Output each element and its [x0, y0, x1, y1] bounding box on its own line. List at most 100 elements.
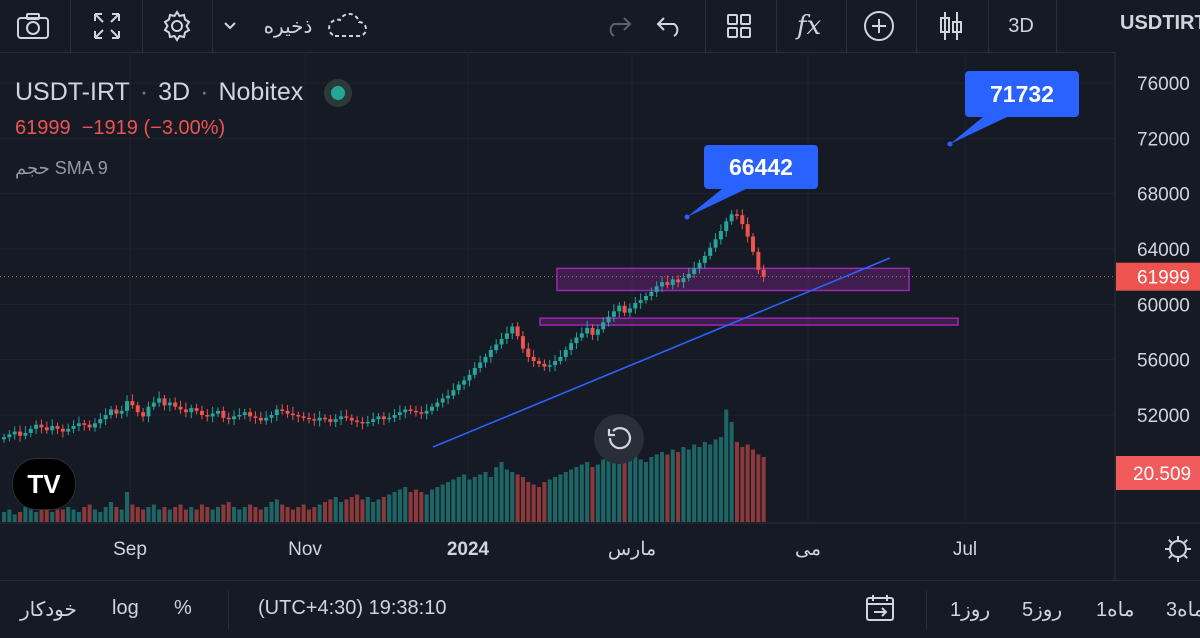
- legend-indicator[interactable]: SMA 9: [54, 158, 108, 178]
- volume-bar: [98, 512, 103, 522]
- candle: [702, 255, 707, 263]
- volume-bar: [574, 467, 579, 522]
- price-tick-label: 64000: [1137, 240, 1190, 261]
- indicators-button[interactable]: fx: [796, 11, 822, 41]
- volume-bar: [531, 484, 536, 522]
- candle: [301, 416, 306, 418]
- range-3m-button[interactable]: 3ماه: [1166, 599, 1200, 621]
- layout-grid-icon[interactable]: [716, 0, 762, 52]
- auto-scale-button[interactable]: خودکار: [20, 599, 77, 621]
- volume-bar: [34, 512, 39, 522]
- volume-bar: [761, 457, 766, 522]
- fullscreen-icon[interactable]: [84, 0, 130, 52]
- legend-volume-label[interactable]: حجم: [15, 158, 50, 178]
- candle: [419, 412, 424, 414]
- volume-bar: [274, 499, 279, 522]
- candle: [285, 410, 290, 414]
- candle: [130, 401, 135, 406]
- undo-icon[interactable]: [646, 0, 692, 52]
- current-price-label: 61999: [1137, 268, 1190, 289]
- target-annotation-pointer: [950, 117, 1007, 144]
- candle: [403, 409, 408, 413]
- volume-bar: [258, 509, 263, 522]
- volume-bar: [12, 514, 17, 522]
- symbol-button[interactable]: USDTIRT: [1120, 12, 1200, 34]
- candle: [173, 402, 178, 407]
- candle: [718, 231, 723, 240]
- volume-bar: [355, 494, 360, 522]
- candle: [103, 415, 108, 420]
- range-1d-button[interactable]: 1روز: [950, 599, 991, 621]
- volume-bar: [601, 459, 606, 522]
- volume-bar: [713, 439, 718, 522]
- volume-bar: [130, 504, 135, 522]
- volume-bar: [488, 477, 493, 522]
- time-tick-label: Jul: [953, 539, 977, 560]
- candle: [601, 322, 606, 330]
- candle: [408, 409, 413, 411]
- timezone-clock[interactable]: (UTC+4:30) 19:38:10: [258, 597, 447, 619]
- volume-bar: [328, 499, 333, 522]
- reset-chart-icon[interactable]: [594, 414, 644, 464]
- cloud-icon[interactable]: [322, 0, 372, 52]
- volume-bar: [365, 497, 370, 522]
- add-icon[interactable]: [856, 0, 902, 52]
- price-chart[interactable]: 76000 72000 68000 64000 60000 56000 52000 61999…: [0, 52, 1200, 580]
- candle: [558, 356, 563, 362]
- candle: [413, 410, 418, 413]
- timeframe-button[interactable]: 3D: [1008, 14, 1034, 37]
- candle: [28, 428, 33, 433]
- volume-bar: [151, 504, 156, 522]
- candle: [210, 413, 215, 417]
- redo-icon[interactable]: [596, 0, 642, 52]
- volume-bar: [740, 447, 745, 522]
- gear-icon[interactable]: [154, 0, 200, 52]
- tradingview-logo[interactable]: TV: [12, 458, 76, 510]
- camera-icon[interactable]: [10, 0, 56, 52]
- volume-bar: [585, 462, 590, 522]
- candle: [248, 412, 253, 417]
- volume-bar: [7, 509, 12, 522]
- market-status-icon: [331, 85, 346, 100]
- volume-bar: [66, 507, 71, 522]
- candles-icon[interactable]: [928, 0, 974, 52]
- volume-bar: [413, 489, 418, 522]
- volume-bar: [751, 449, 755, 522]
- volume-bar: [553, 477, 558, 522]
- volume-bar: [2, 512, 6, 522]
- range-5d-button[interactable]: 5روز: [1022, 599, 1063, 621]
- log-scale-button[interactable]: log: [112, 597, 139, 619]
- volume-bar: [526, 482, 531, 522]
- percent-scale-button[interactable]: %: [174, 597, 192, 619]
- volume-bar: [697, 447, 702, 522]
- candle: [547, 365, 552, 367]
- volume-bar: [296, 507, 301, 522]
- chevron-down-icon[interactable]: [222, 0, 238, 52]
- zone-upper: [556, 267, 910, 292]
- date-range-icon[interactable]: [864, 593, 896, 629]
- volume-bar: [510, 472, 515, 522]
- candle: [638, 300, 643, 303]
- volume-bar: [103, 507, 108, 522]
- candle: [660, 282, 665, 287]
- candle: [381, 416, 386, 420]
- candle: [456, 384, 461, 391]
- time-tick-label: می: [795, 539, 821, 560]
- save-button[interactable]: ذخیره: [263, 15, 313, 38]
- candle: [306, 417, 311, 420]
- price-axis: 76000 72000 68000 64000 60000 56000 52000 61999…: [1114, 52, 1200, 580]
- candle: [644, 296, 648, 301]
- volume-bar: [483, 472, 488, 522]
- volume-bar: [547, 479, 552, 522]
- candle: [462, 380, 467, 385]
- candle: [627, 308, 632, 313]
- range-1m-button[interactable]: 1ماه: [1096, 599, 1135, 621]
- candle: [494, 344, 499, 350]
- volume-bar: [339, 502, 344, 522]
- candle: [649, 291, 654, 297]
- candle: [510, 326, 515, 334]
- candle: [569, 343, 574, 350]
- volume-bar: [595, 464, 600, 522]
- volume-bar: [617, 452, 622, 522]
- candle: [242, 412, 247, 415]
